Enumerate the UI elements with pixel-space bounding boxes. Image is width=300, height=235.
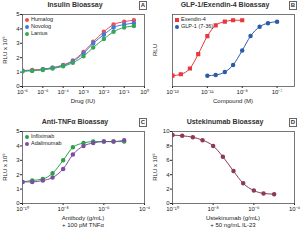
html-text:Anti-TNFα Bioassay: Anti-TNFα Bioassay: [41, 118, 109, 125]
svg-text:5: 5: [16, 11, 20, 17]
html-text:Antibody (g/mL) + 100 pM TNFα: Antibody (g/mL) + 100 pM TNFα: [61, 215, 105, 228]
html-text:RLU x 10⁵: RLU x 10⁵: [2, 36, 8, 64]
html-text:Ustekinumab Bioassay: Ustekinumab Bioassay: [186, 118, 264, 125]
svg-text:3: 3: [16, 157, 20, 163]
html-text:D: D: [290, 119, 295, 125]
html-text:A: A: [140, 2, 145, 8]
svg-text:10⁻⁸: 10⁻⁸: [58, 206, 70, 212]
svg-text:10⁻¹: 10⁻¹: [119, 89, 130, 95]
svg-text:0: 0: [16, 200, 20, 207]
html-text:Ustekinumab (g/mL) + 50 ng/mL: Ustekinumab (g/mL) + 50 ng/mL IL-23: [206, 215, 260, 228]
svg-text:3: 3: [16, 40, 20, 46]
svg-text:10⁻²: 10⁻²: [98, 89, 109, 95]
svg-text:10⁻¹³: 10⁻¹³: [166, 89, 179, 95]
html-text:B: B: [290, 2, 295, 8]
svg-text:4: 4: [16, 26, 20, 32]
svg-text:2: 2: [16, 172, 20, 178]
svg-text:0: 0: [16, 83, 20, 90]
svg-text:0: 0: [166, 200, 170, 207]
svg-text:10⁻³: 10⁻³: [78, 89, 89, 95]
html-text:C: C: [140, 119, 145, 125]
svg-text:1: 1: [16, 69, 20, 75]
svg-text:10⁻¹⁰: 10⁻¹⁰: [166, 205, 179, 212]
svg-text:10⁻⁶: 10⁻⁶: [248, 206, 260, 212]
svg-text:10⁻¹¹: 10⁻¹¹: [201, 89, 214, 95]
html-text:Novolog: Novolog: [31, 23, 52, 29]
svg-text:10⁻⁸: 10⁻⁸: [208, 206, 220, 212]
svg-text:10⁰: 10⁰: [140, 88, 149, 95]
html-text:Exendin-4: Exendin-4: [181, 16, 206, 22]
html-text:GLP-1 (7-36): GLP-1 (7-36): [181, 23, 214, 29]
html-text:Humalog: Humalog: [31, 16, 53, 22]
svg-text:4: 4: [16, 143, 20, 149]
svg-text:5: 5: [16, 128, 20, 134]
svg-text:10⁻⁴: 10⁻⁴: [58, 89, 70, 95]
html-text:Infliximab: Infliximab: [31, 133, 55, 139]
html-text:Drug (IU): Drug (IU): [70, 98, 96, 104]
svg-text:10⁻⁵: 10⁻⁵: [37, 89, 49, 95]
html-text:RLU x 10⁵: RLU x 10⁵: [152, 153, 158, 181]
html-text:RLU: RLU: [152, 44, 158, 56]
svg-text:10⁻⁶: 10⁻⁶: [98, 206, 110, 212]
svg-text:10⁻⁷: 10⁻⁷: [272, 89, 283, 95]
html-text:GLP-1/Exendin-4 Bioassay: GLP-1/Exendin-4 Bioassay: [180, 1, 270, 8]
svg-text:10⁻¹⁰: 10⁻¹⁰: [16, 205, 29, 212]
html-text:Insulin Bioassay: Insulin Bioassay: [47, 1, 103, 8]
svg-text:6: 6: [166, 157, 170, 163]
svg-text:10⁻⁴: 10⁻⁴: [139, 206, 151, 212]
html-text:Lantus: Lantus: [31, 30, 48, 36]
svg-text:2: 2: [16, 55, 20, 61]
svg-text:10: 10: [163, 128, 170, 134]
html-text:Adalimumab: Adalimumab: [31, 140, 62, 146]
svg-text:8: 8: [166, 143, 170, 149]
svg-text:10⁻⁴: 10⁻⁴: [289, 206, 300, 212]
svg-text:4: 4: [166, 172, 170, 178]
svg-text:1: 1: [16, 186, 20, 192]
svg-text:10⁻⁶: 10⁻⁶: [17, 89, 29, 95]
html-text:Compound (M): Compound (M): [213, 98, 253, 104]
svg-text:10⁻⁹: 10⁻⁹: [237, 89, 249, 95]
html-text:RLU x 10⁵: RLU x 10⁵: [2, 153, 8, 181]
svg-text:2: 2: [166, 186, 170, 192]
